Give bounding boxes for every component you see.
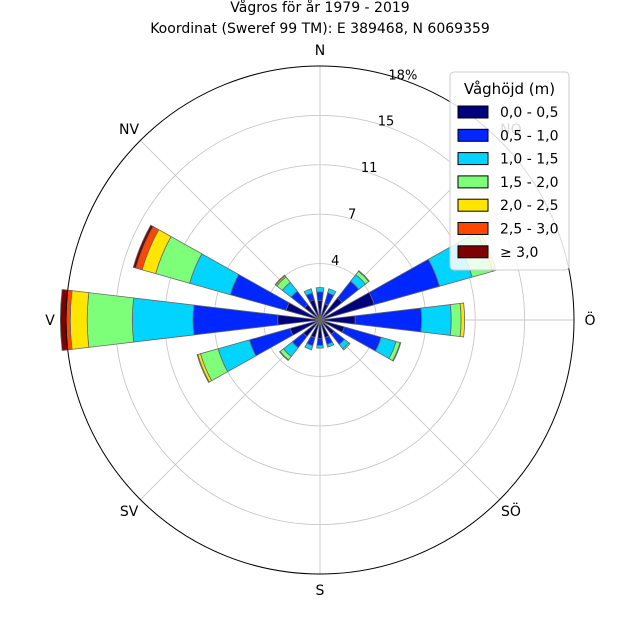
chart-title-line-2: Koordinat (Sweref 99 TM): E 389468, N 60… <box>150 21 490 37</box>
rose-bar-segment <box>316 344 324 349</box>
rose-bar-segment <box>316 337 324 346</box>
legend-entry: 2,0 - 2,5 <box>500 198 558 214</box>
rose-bar-segment <box>192 304 279 336</box>
rose-bar-segment <box>303 288 313 296</box>
legend-entry: 1,5 - 2,0 <box>500 175 558 191</box>
rose-bar-segment <box>326 341 335 348</box>
legend-entry: 0,5 - 1,0 <box>500 128 558 144</box>
direction-label: Ö <box>584 311 595 329</box>
legend-swatch <box>457 152 489 166</box>
legend-swatch <box>457 198 489 212</box>
grid-spoke <box>319 319 500 500</box>
rose-bar-segment <box>131 297 195 343</box>
rose-bar-segment <box>315 287 325 293</box>
rose-bar-segment <box>327 288 337 296</box>
rose-bar-segment <box>86 292 135 348</box>
chart-title: Vågros för år 1979 - 2019 Koordinat (Swe… <box>150 0 490 37</box>
rose-bar-segment <box>316 291 324 301</box>
rose-bar-segment <box>69 290 90 350</box>
legend-swatch <box>457 222 489 235</box>
outer-circle <box>65 65 575 575</box>
rose-bar-segment <box>392 342 402 362</box>
rose-bar-segment <box>274 274 286 286</box>
ring-label: 15 <box>378 115 395 130</box>
chart-title-line-1: Vågros för år 1979 - 2019 <box>230 0 409 16</box>
ring-label: 11 <box>361 161 378 176</box>
legend-box <box>449 71 570 271</box>
rose-bar-segment <box>278 350 290 362</box>
rose-bar-segment <box>132 224 154 269</box>
legend-entry: 2,5 - 3,0 <box>500 222 558 238</box>
direction-label: NV <box>119 122 139 138</box>
direction-label: SV <box>120 504 139 520</box>
rose-bar-segment <box>354 307 423 333</box>
rose-bar-segment <box>420 304 452 336</box>
rose-bar-segment <box>368 258 441 306</box>
ring-labels: 4 7 11 15 18% <box>331 68 417 269</box>
direction-label: SÖ <box>501 502 521 520</box>
legend: Våghöjd (m) 0,0 - 0,5 0,5 - 1,0 1,0 - 1,5 1,… <box>449 71 570 271</box>
ring-label: 4 <box>331 254 339 269</box>
legend-entry: 0,0 - 0,5 <box>500 105 558 121</box>
rose-bar-segment <box>449 302 462 338</box>
rose-bars <box>60 224 497 383</box>
direction-label: N <box>315 43 325 59</box>
legend-title: Våghöjd (m) <box>464 80 555 98</box>
rose-bar-segment <box>196 353 210 383</box>
rose-bar-segment <box>459 302 466 338</box>
ring-label: 7 <box>348 208 356 223</box>
rose-bar-segment <box>304 342 314 351</box>
direction-label: V <box>45 313 55 329</box>
legend-entry: 1,0 - 1,5 <box>500 152 558 168</box>
polar-frame <box>65 65 575 575</box>
legend-swatch <box>457 105 489 119</box>
legend-swatch <box>457 128 489 142</box>
direction-label: S <box>316 583 325 599</box>
rose-bar-segment <box>342 342 351 351</box>
legend-swatch <box>457 175 489 189</box>
legend-swatch <box>457 245 489 259</box>
legend-entry: ≥ 3,0 <box>500 245 538 261</box>
ring-label: 18% <box>388 68 417 83</box>
rose-bar-segment <box>357 270 370 283</box>
